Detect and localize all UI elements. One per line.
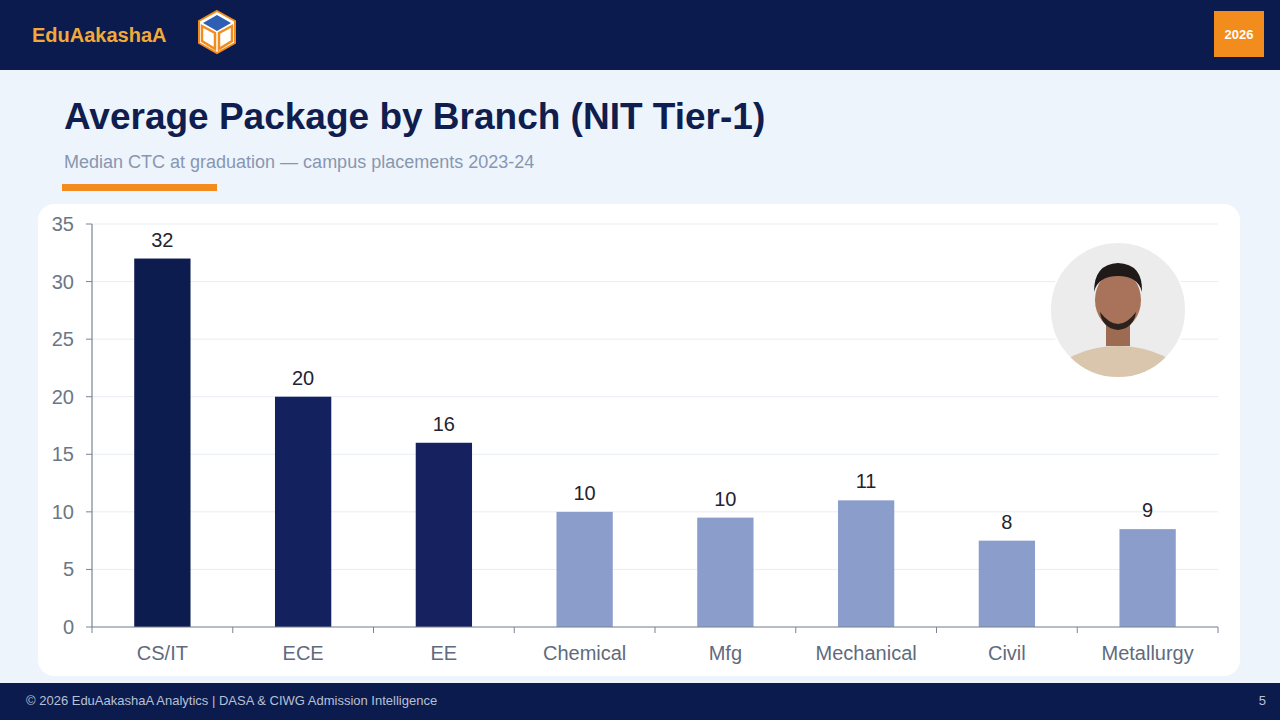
x-tick: [92, 627, 93, 633]
bar: [416, 443, 472, 627]
avatar-beard: [1100, 312, 1136, 330]
badge-box: [1214, 11, 1264, 57]
avatar-hair: [1094, 263, 1142, 292]
y-tick: [86, 627, 92, 628]
background: [0, 0, 1280, 720]
x-tick: [1077, 627, 1078, 633]
y-tick: [86, 224, 92, 225]
logo-outline: [199, 11, 235, 53]
data-label: 9: [1142, 499, 1153, 521]
logo: [199, 11, 235, 53]
bar: [556, 512, 612, 627]
slide: EduAakashaA 2026 Average Package by Branch…: [0, 0, 1280, 720]
logo-right: [219, 26, 232, 49]
header-bar: [0, 0, 1280, 70]
y-tick-label: 15: [52, 443, 74, 465]
x-tick-label: Mfg: [709, 642, 742, 664]
data-label: 32: [151, 229, 173, 251]
data-label: 10: [714, 488, 736, 510]
x-tick: [936, 627, 937, 633]
grid-line: [92, 511, 1218, 512]
page-number: 5: [1259, 693, 1266, 708]
y-tick-label: 10: [52, 501, 74, 523]
data-label: 20: [292, 367, 314, 389]
x-tick-label: Metallurgy: [1101, 642, 1193, 664]
y-tick-label: 30: [52, 271, 74, 293]
x-tick: [232, 627, 233, 633]
badge: 2026: [1225, 27, 1254, 42]
x-tick: [655, 627, 656, 633]
grid-line: [92, 281, 1218, 282]
y-tick-label: 5: [63, 558, 74, 580]
data-label: 10: [574, 482, 596, 504]
x-tick: [1218, 627, 1219, 633]
grid-line: [92, 569, 1218, 570]
subtitle: Median CTC at graduation — campus placem…: [64, 152, 534, 172]
y-tick: [86, 454, 92, 455]
x-tick-label: CS/IT: [137, 642, 188, 664]
y-axis: [91, 224, 92, 627]
data-label: 16: [433, 413, 455, 435]
footer-bar: [0, 683, 1280, 720]
chart-card: [38, 204, 1240, 676]
grid-line: [92, 339, 1218, 340]
x-tick-label: EE: [431, 642, 458, 664]
x-tick-label: ECE: [283, 642, 324, 664]
title: Average Package by Branch (NIT Tier-1): [64, 96, 765, 137]
y-tick-label: 20: [52, 386, 74, 408]
y-tick: [86, 396, 92, 397]
y-tick: [86, 511, 92, 512]
y-tick: [86, 569, 92, 570]
x-tick: [514, 627, 515, 633]
bar: [1119, 529, 1175, 627]
bar: [275, 397, 331, 627]
y-tick: [86, 339, 92, 340]
x-tick-label: Chemical: [543, 642, 626, 664]
data-label: 11: [856, 470, 877, 492]
x-tick-label: Mechanical: [816, 642, 917, 664]
x-tick: [795, 627, 796, 633]
y-tick: [86, 281, 92, 282]
grid-line: [92, 396, 1218, 397]
x-tick-label: Civil: [988, 642, 1026, 664]
x-tick: [373, 627, 374, 633]
bar: [134, 259, 190, 627]
avatar-ring: [1050, 242, 1186, 378]
title-underline: [62, 184, 217, 191]
data-label: 8: [1001, 511, 1012, 533]
grid-line: [92, 454, 1218, 455]
bars: [134, 259, 1176, 627]
logo-left: [202, 26, 215, 49]
brand: EduAakashaA: [32, 24, 167, 46]
y-tick-label: 0: [63, 616, 74, 638]
grid-line: [92, 224, 1218, 225]
bar: [838, 500, 894, 627]
avatar: [1048, 240, 1188, 410]
footer-text: © 2026 EduAakashaA Analytics | DASA & CI…: [26, 693, 437, 708]
y-tick-label: 35: [52, 213, 74, 235]
bar: [697, 518, 753, 627]
bar: [979, 541, 1035, 627]
y-tick-label: 25: [52, 328, 74, 350]
